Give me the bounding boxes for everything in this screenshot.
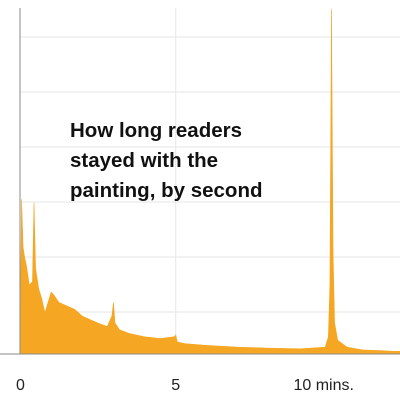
series-area xyxy=(19,9,400,355)
chart-title: How long readers stayed with the paintin… xyxy=(70,119,263,202)
x-tick-label: 5 xyxy=(171,377,180,394)
x-tick-label: 10 mins. xyxy=(293,377,353,394)
x-tick-label: 0 xyxy=(16,377,25,394)
chart-area-layer xyxy=(19,9,400,355)
x-tick-labels: 0 5 10 mins. xyxy=(16,377,354,394)
chart-grid xyxy=(20,8,400,354)
